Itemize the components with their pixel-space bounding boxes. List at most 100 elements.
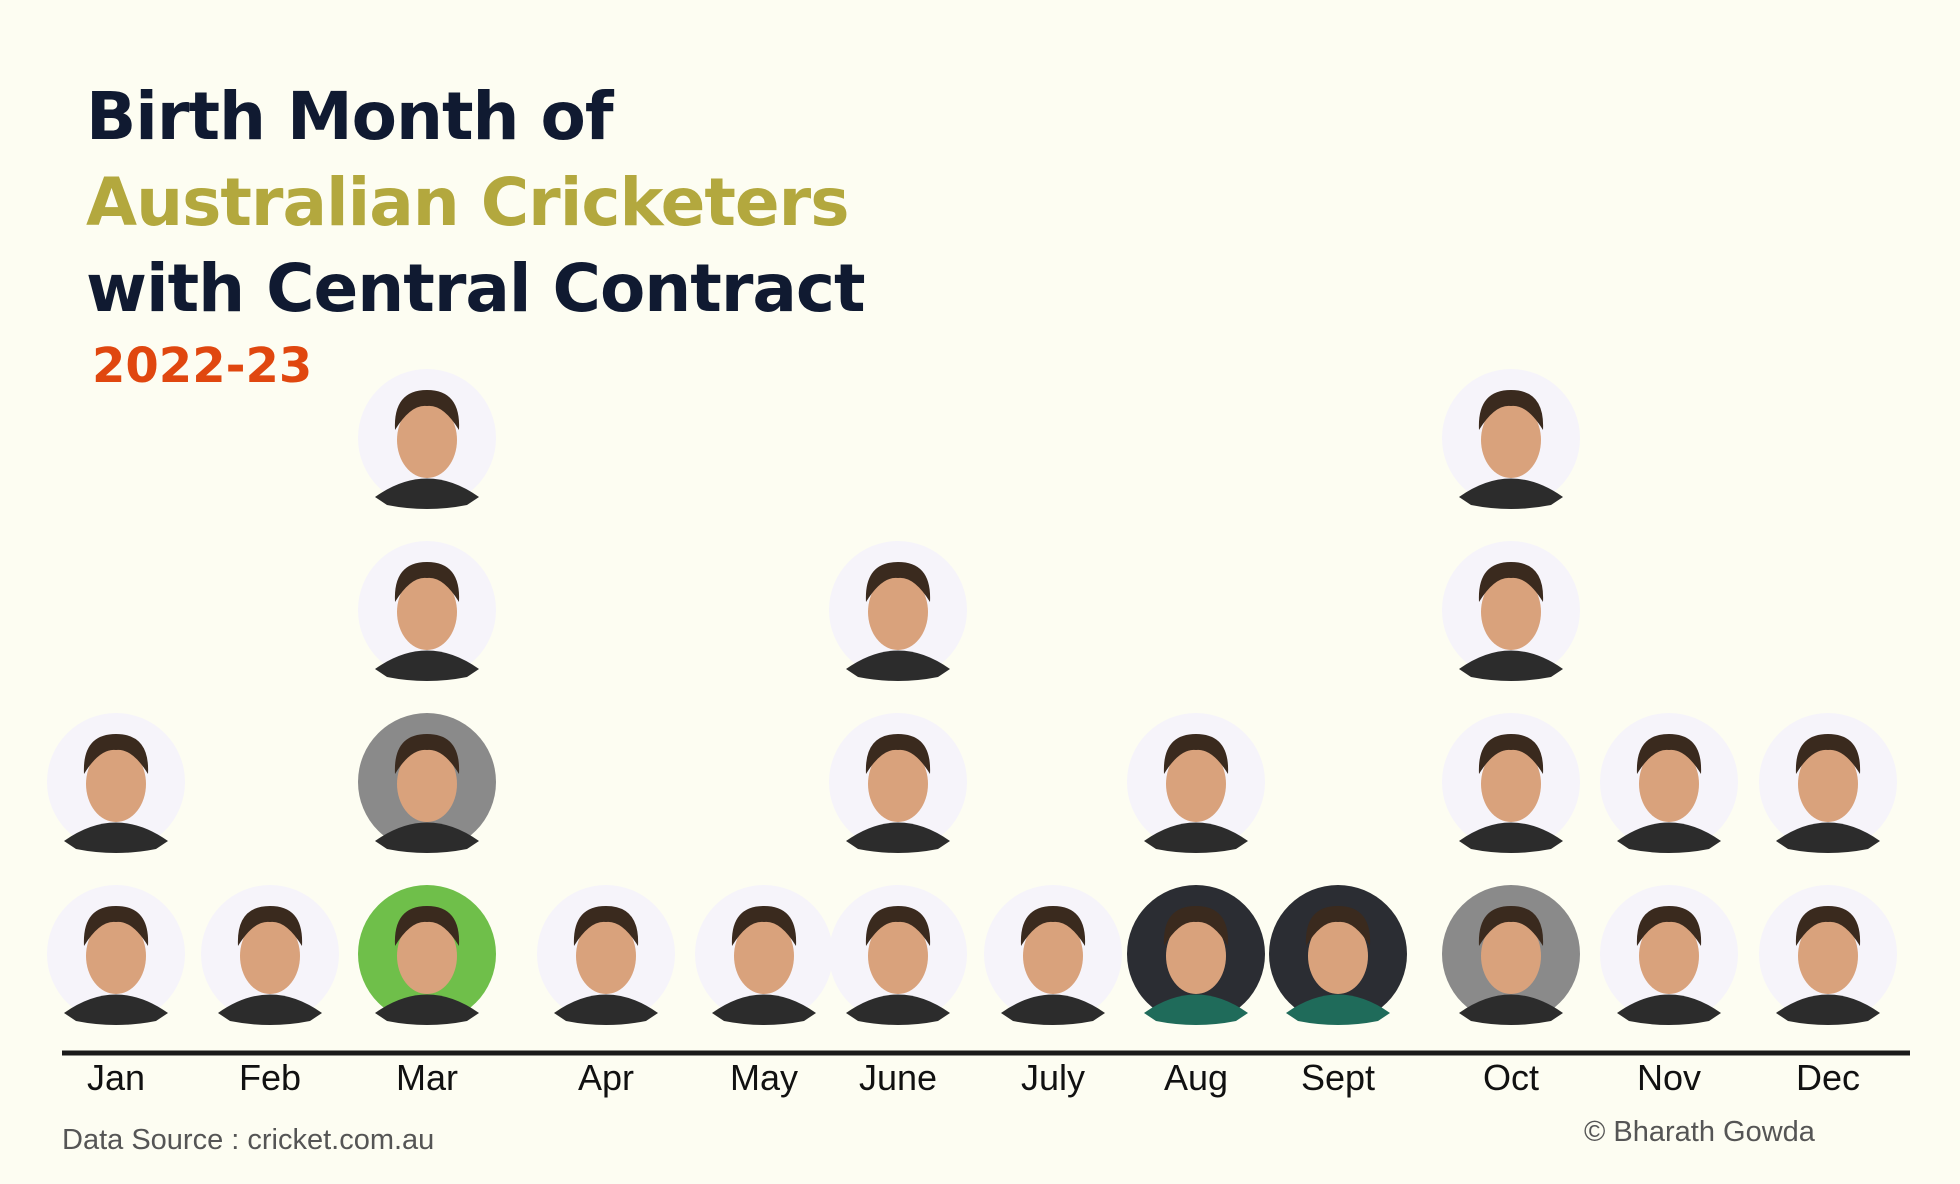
shoulders-shape <box>1286 994 1390 1025</box>
player-photo <box>1127 713 1265 853</box>
month-column-nov: Nov <box>1600 713 1738 1098</box>
shoulders-shape <box>1459 478 1563 509</box>
credit: © Bharath Gowda <box>1584 1116 1815 1148</box>
data-source: Data Source : cricket.com.au <box>62 1124 435 1156</box>
face-shape <box>397 402 457 478</box>
hair-shape <box>1478 390 1544 430</box>
month-column-apr: Apr <box>537 885 675 1098</box>
x-tick-label: Oct <box>1483 1057 1539 1098</box>
hair-shape <box>394 390 460 430</box>
face-shape <box>1481 574 1541 650</box>
face-shape <box>1166 746 1226 822</box>
x-tick-label: Mar <box>396 1057 458 1098</box>
hair-shape <box>865 906 931 946</box>
x-tick-label: Feb <box>239 1057 301 1098</box>
face-shape <box>397 746 457 822</box>
player-photo <box>358 541 496 681</box>
face-shape <box>86 918 146 994</box>
shoulders-shape <box>1459 650 1563 681</box>
shoulders-shape <box>846 994 950 1025</box>
face-shape <box>397 574 457 650</box>
shoulders-shape <box>1776 994 1880 1025</box>
hair-shape <box>865 734 931 774</box>
player-photo <box>1759 885 1897 1025</box>
face-shape <box>868 918 928 994</box>
x-tick-label: Sept <box>1301 1057 1375 1098</box>
title-line-1: Birth Month of <box>86 78 614 155</box>
player-photo <box>1442 541 1580 681</box>
player-photo <box>358 369 496 509</box>
hair-shape <box>83 734 149 774</box>
hair-shape <box>394 906 460 946</box>
face-shape <box>1798 746 1858 822</box>
hair-shape <box>573 906 639 946</box>
x-tick-label: Nov <box>1637 1057 1701 1098</box>
hair-shape <box>83 906 149 946</box>
shoulders-shape <box>64 994 168 1025</box>
shoulders-shape <box>1617 994 1721 1025</box>
hair-shape <box>865 562 931 602</box>
x-tick-label: Apr <box>578 1057 634 1098</box>
shoulders-shape <box>375 650 479 681</box>
hair-shape <box>1795 734 1861 774</box>
month-column-sept: Sept <box>1269 885 1407 1098</box>
face-shape <box>868 746 928 822</box>
shoulders-shape <box>846 822 950 853</box>
face-shape <box>397 918 457 994</box>
hair-shape <box>394 734 460 774</box>
subtitle: 2022-23 <box>92 338 313 394</box>
player-photo <box>829 713 967 853</box>
hair-shape <box>1478 906 1544 946</box>
shoulders-shape <box>712 994 816 1025</box>
hair-shape <box>1478 562 1544 602</box>
player-photo <box>1442 369 1580 509</box>
face-shape <box>1639 918 1699 994</box>
hair-shape <box>1795 906 1861 946</box>
face-shape <box>86 746 146 822</box>
face-shape <box>1308 918 1368 994</box>
face-shape <box>734 918 794 994</box>
month-column-jan: Jan <box>47 713 185 1098</box>
face-shape <box>868 574 928 650</box>
player-photo <box>537 885 675 1025</box>
player-photo <box>1269 885 1407 1025</box>
player-photo <box>1442 885 1580 1025</box>
face-shape <box>576 918 636 994</box>
x-tick-label: Dec <box>1796 1057 1860 1098</box>
face-shape <box>1639 746 1699 822</box>
month-column-june: June <box>829 541 967 1098</box>
player-photo <box>47 713 185 853</box>
shoulders-shape <box>1776 822 1880 853</box>
face-shape <box>240 918 300 994</box>
month-column-aug: Aug <box>1127 713 1265 1098</box>
shoulders-shape <box>218 994 322 1025</box>
player-photo <box>829 885 967 1025</box>
shoulders-shape <box>1459 822 1563 853</box>
shoulders-shape <box>375 478 479 509</box>
player-photo <box>1600 713 1738 853</box>
player-photo <box>358 885 496 1025</box>
player-photo <box>695 885 833 1025</box>
player-photo <box>1759 713 1897 853</box>
player-photo <box>984 885 1122 1025</box>
hair-shape <box>237 906 303 946</box>
face-shape <box>1798 918 1858 994</box>
month-column-mar: Mar <box>358 369 496 1098</box>
hair-shape <box>1163 734 1229 774</box>
face-shape <box>1481 746 1541 822</box>
face-shape <box>1481 918 1541 994</box>
x-tick-label: Jan <box>87 1057 145 1098</box>
month-column-dec: Dec <box>1759 713 1897 1098</box>
shoulders-shape <box>1001 994 1105 1025</box>
hair-shape <box>394 562 460 602</box>
shoulders-shape <box>375 994 479 1025</box>
hair-shape <box>1636 906 1702 946</box>
player-photo <box>1600 885 1738 1025</box>
face-shape <box>1023 918 1083 994</box>
month-column-july: July <box>984 885 1122 1098</box>
month-column-feb: Feb <box>201 885 339 1098</box>
hair-shape <box>1478 734 1544 774</box>
shoulders-shape <box>846 650 950 681</box>
month-column-may: May <box>695 885 833 1098</box>
